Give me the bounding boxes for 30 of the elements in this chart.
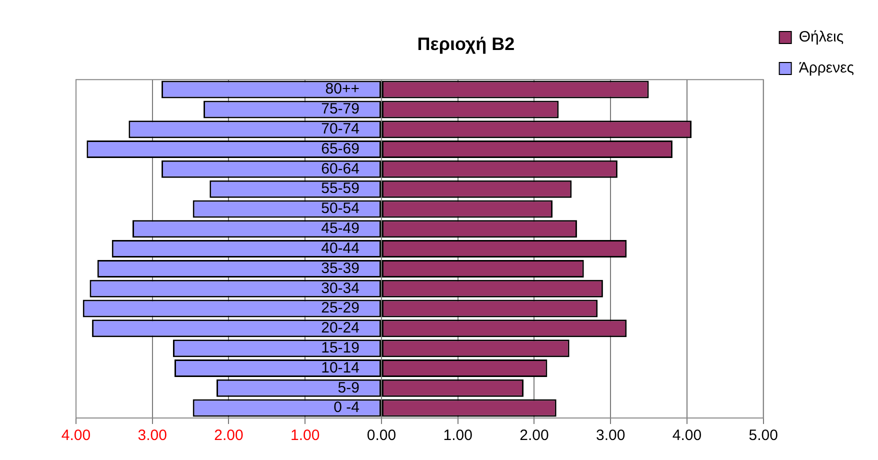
y-tick-label: 55-59: [321, 180, 360, 198]
x-tick-label: 4.00: [672, 427, 702, 444]
x-tick-label: 5.00: [748, 427, 778, 444]
x-tick-label: 2.00: [214, 427, 244, 444]
x-tick-label: 3.00: [138, 427, 167, 444]
y-tick-label: 50-54: [321, 200, 360, 218]
y-tick-label: 0 -4: [334, 399, 360, 416]
legend-label: Άρρενες: [798, 60, 854, 77]
y-tick-label: 10-14: [321, 359, 360, 376]
x-tick-label: 0.00: [366, 427, 396, 444]
chart-title: Περιοχή B2: [417, 34, 515, 54]
y-tick-label: 15-19: [321, 339, 360, 356]
y-tick-label: 25-29: [321, 300, 360, 317]
y-tick-label: 5-9: [338, 379, 360, 396]
y-tick-label: 40-44: [321, 240, 360, 257]
x-tick-label: 3.00: [596, 427, 626, 444]
y-tick-label: 75-79: [321, 100, 360, 118]
y-tick-label: 35-39: [321, 260, 360, 277]
x-tick-label: 1.00: [290, 427, 320, 444]
legend-label: Θήλεις: [798, 28, 844, 46]
y-tick-label: 45-49: [321, 220, 360, 238]
y-tick-label: 30-34: [321, 280, 360, 297]
y-tick-label: 80++: [325, 80, 360, 98]
y-tick-label: 70-74: [321, 120, 360, 138]
y-tick-label: 20-24: [321, 320, 360, 337]
y-tick-label: 65-69: [321, 140, 360, 158]
x-tick-label: 4.00: [61, 427, 91, 444]
y-tick-label: 60-64: [321, 160, 360, 178]
x-tick-label: 2.00: [520, 427, 549, 444]
x-tick-label: 1.00: [443, 427, 472, 444]
